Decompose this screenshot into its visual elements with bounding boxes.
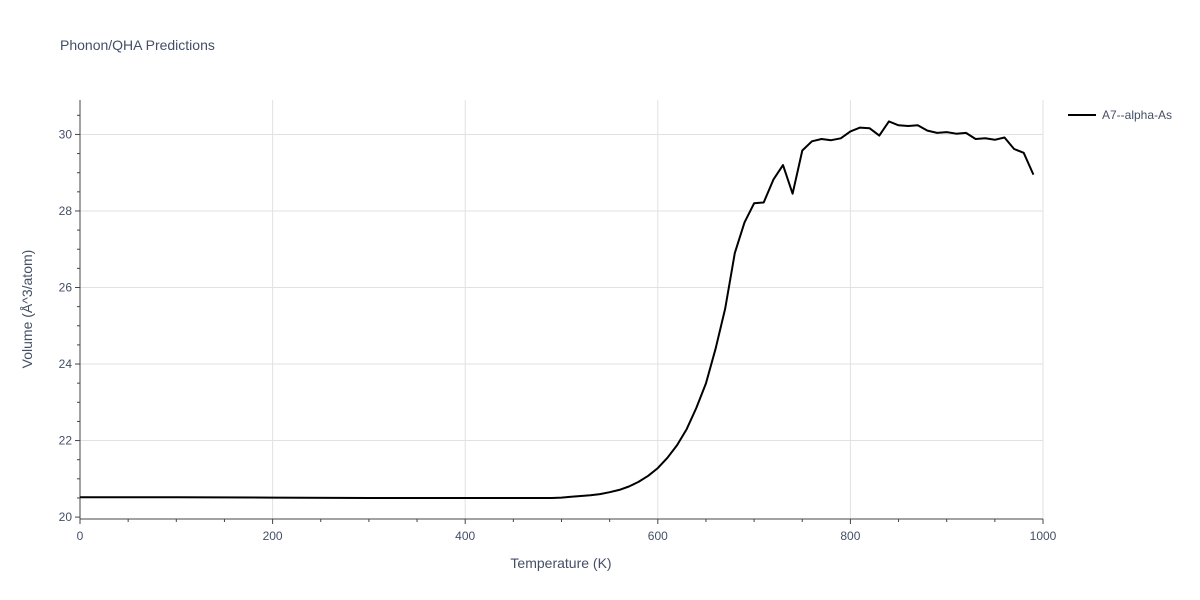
grid bbox=[80, 100, 1044, 519]
y-axis-title: Volume (Å^3/atom) bbox=[19, 250, 35, 369]
y-tick-label: 28 bbox=[59, 204, 73, 218]
x-tick-label: 400 bbox=[455, 529, 475, 543]
y-tick-label: 26 bbox=[59, 280, 73, 294]
chart-title: Phonon/QHA Predictions bbox=[60, 37, 215, 53]
x-tick-label: 200 bbox=[263, 529, 283, 543]
series-line bbox=[80, 120, 1035, 499]
legend: A7--alpha-As bbox=[1068, 108, 1172, 122]
x-tick-label: 1000 bbox=[1030, 529, 1057, 543]
y-tick-label: 24 bbox=[59, 357, 73, 371]
plot-area bbox=[80, 120, 1035, 499]
y-tick-label: 20 bbox=[59, 510, 73, 524]
legend-label: A7--alpha-As bbox=[1102, 108, 1172, 122]
x-tick-label: 800 bbox=[840, 529, 860, 543]
axes bbox=[79, 100, 1043, 520]
x-tick-label: 600 bbox=[648, 529, 668, 543]
x-axis-title: Temperature (K) bbox=[510, 555, 611, 571]
x-tick-label: 0 bbox=[77, 529, 84, 543]
y-tick-label: 30 bbox=[59, 127, 73, 141]
tick-marks bbox=[75, 114, 1044, 524]
tick-labels: 0 200 400 600 800 1000 20 22 24 26 28 30 bbox=[59, 127, 1057, 543]
y-tick-label: 22 bbox=[59, 434, 73, 448]
